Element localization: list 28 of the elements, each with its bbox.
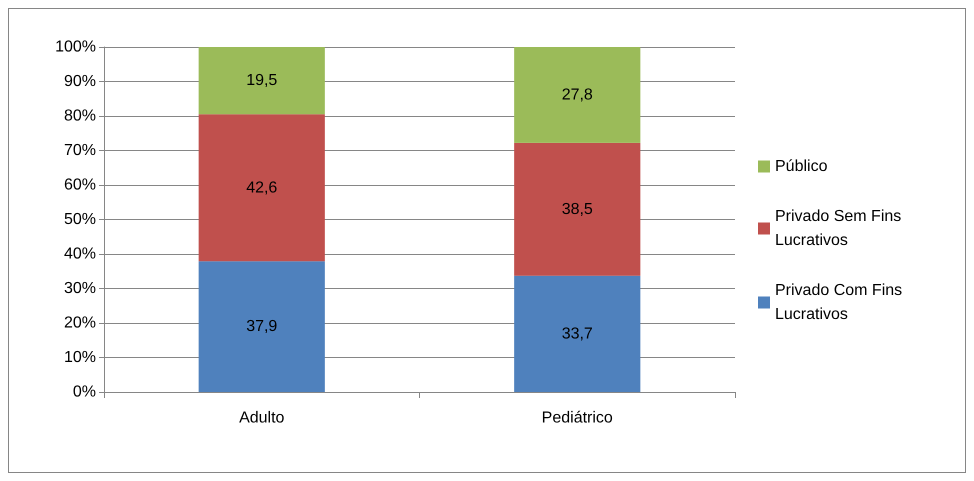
data-label: 38,5: [562, 200, 593, 218]
y-tick-label: 40%: [64, 246, 96, 262]
y-tick-label: 70%: [64, 142, 96, 159]
bar: [198, 114, 325, 262]
x-tick-label: Pediátrico: [542, 410, 613, 426]
data-label: 37,9: [246, 318, 278, 336]
y-tick-label: 100%: [55, 38, 96, 56]
y-tick-label: 10%: [64, 349, 96, 366]
y-tick-label: 20%: [64, 314, 96, 332]
y-tick-label: 80%: [64, 108, 96, 124]
y-tick-label: 30%: [64, 280, 96, 297]
legend-label: Privado Sem Fins Lucrativos: [775, 208, 906, 249]
bar: [514, 142, 640, 276]
y-tick-label: 60%: [64, 176, 96, 194]
bar: [198, 261, 325, 392]
data-label: 19,5: [246, 72, 278, 90]
data-label: 33,7: [562, 325, 593, 342]
bar: [198, 47, 325, 114]
bar: [514, 276, 640, 392]
y-tick-label: 90%: [64, 73, 96, 90]
bar: [514, 47, 640, 143]
legend-label: Público: [775, 158, 828, 175]
data-label: 42,6: [246, 179, 278, 196]
x-tick-label: Adulto: [239, 410, 285, 426]
data-label: 27,8: [562, 86, 593, 104]
legend-label: Privado Com Fins Lucrativos: [775, 282, 907, 323]
y-tick-label: 50%: [64, 211, 96, 228]
y-tick-label: 0%: [72, 384, 96, 400]
